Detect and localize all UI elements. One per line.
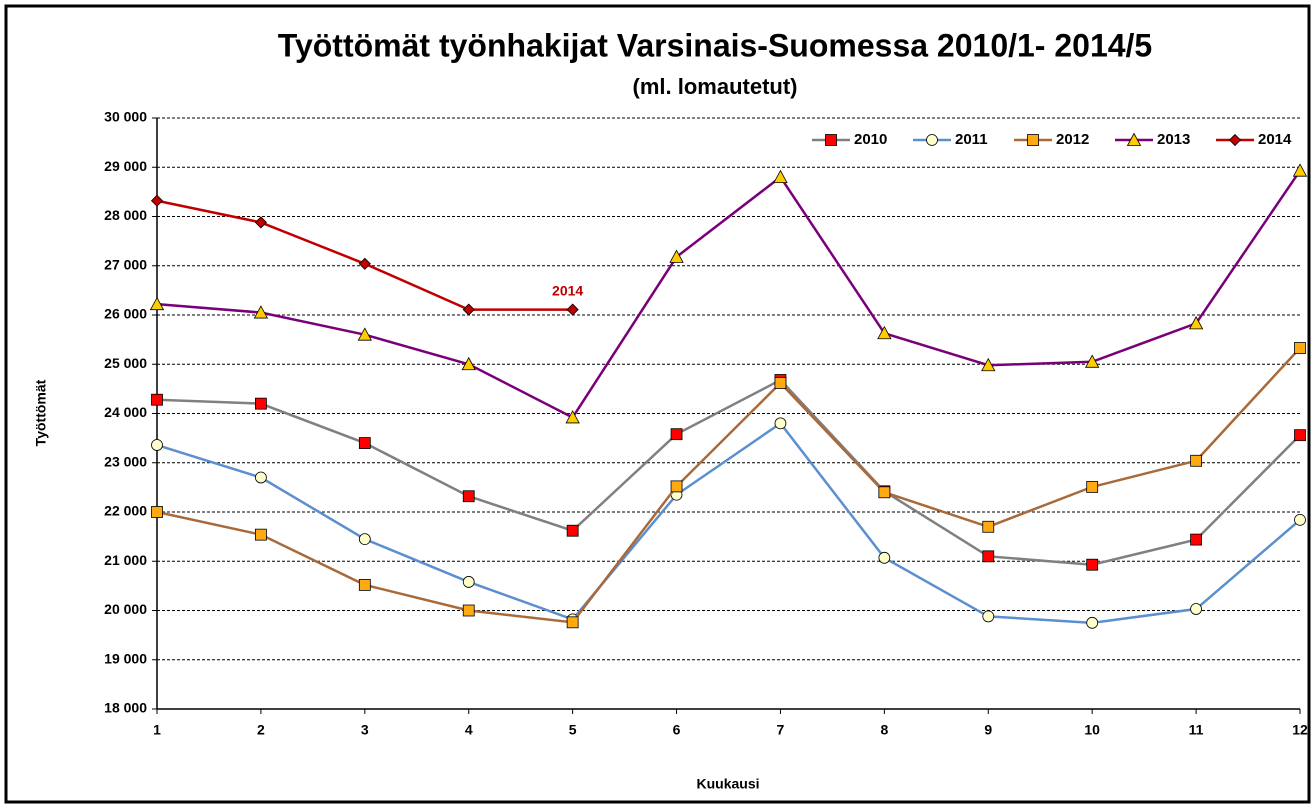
data-point [1190,533,1202,546]
x-tick-label: 2 [257,722,265,738]
y-tick-label: 19 000 [104,650,147,666]
y-tick-label: 23 000 [104,453,147,469]
data-point [462,303,475,316]
data-point [151,439,163,451]
data-point [877,325,892,340]
series-line [156,169,1302,420]
data-point [1188,316,1204,330]
data-point [669,249,684,263]
chart-border [4,4,1311,804]
chart-title: Työttömät työnhakijat Varsinais-Suomessa… [278,27,1152,63]
y-tick-label: 30 000 [104,109,147,125]
legend-label: 2012 [1056,131,1089,148]
x-axis-label: Kuukausi [696,776,759,792]
data-point [151,393,163,406]
x-tick-label: 4 [465,722,473,738]
data-point [982,610,995,623]
data-point [358,533,371,545]
data-point [149,296,165,311]
data-point [1086,616,1099,629]
data-point [358,578,371,591]
legend-marker [1228,133,1242,147]
data-point [878,486,891,499]
data-point [566,524,579,537]
data-point [150,194,164,207]
x-tick-label: 12 [1292,722,1308,738]
legend-marker [825,134,837,146]
y-tick-label: 22 000 [104,503,147,519]
legend-label: 2013 [1157,131,1190,148]
legend-label: 2011 [955,131,988,148]
y-tick-label: 25 000 [104,355,147,371]
data-point [358,257,371,270]
x-tick-label: 3 [361,722,369,738]
x-tick-label: 7 [777,722,785,738]
data-point [982,520,995,533]
data-point [878,551,891,564]
data-point [1294,513,1306,526]
data-point [1190,454,1202,467]
data-point [1292,163,1308,177]
legend-label: 2010 [854,131,887,148]
legend-marker [926,134,938,146]
y-tick-label: 28 000 [104,207,147,223]
series-line [156,378,1301,566]
y-tick-label: 20 000 [104,601,147,617]
data-point [255,528,267,541]
data-point [462,490,475,503]
data-point [255,397,267,410]
data-point [773,169,788,184]
data-point [1294,342,1306,354]
data-point [566,303,579,316]
y-axis-label: Työttömät [33,379,49,446]
y-tick-label: 29 000 [104,158,147,174]
legend-marker [1126,132,1142,146]
data-point [357,327,372,341]
data-point [253,305,269,319]
legend-label: 2014 [1258,131,1292,148]
data-point [462,576,475,588]
data-point [982,550,995,563]
x-tick-label: 8 [880,722,888,738]
y-tick-label: 21 000 [104,552,147,568]
data-point [1085,354,1100,368]
data-point [462,604,475,617]
data-point [358,437,371,449]
data-point [254,216,267,229]
y-tick-label: 18 000 [104,700,147,716]
y-tick-label: 27 000 [104,256,147,272]
data-point [774,417,787,430]
data-point [670,480,683,493]
data-point [566,616,579,629]
x-tick-label: 9 [984,722,992,738]
chart-subtitle: (ml. lomautetut) [633,74,798,99]
series-line [156,421,1301,625]
data-point [151,506,163,518]
data-point [670,428,683,441]
data-point [1086,558,1099,571]
x-tick-label: 5 [569,722,577,738]
legend-marker [1027,134,1039,146]
annotation: 2014 [552,282,583,298]
data-point [1086,480,1099,493]
data-point [461,356,476,371]
x-tick-label: 6 [673,722,681,738]
y-tick-label: 24 000 [104,404,147,420]
data-point [981,357,996,372]
series-line [156,347,1301,624]
x-tick-label: 1 [153,722,161,738]
data-point [1294,429,1306,442]
data-point [565,410,580,424]
y-tick-label: 26 000 [104,306,147,322]
data-point [255,471,267,484]
x-tick-label: 11 [1189,722,1204,738]
data-point [1190,603,1202,615]
x-tick-label: 10 [1084,722,1100,738]
data-point [774,377,787,389]
